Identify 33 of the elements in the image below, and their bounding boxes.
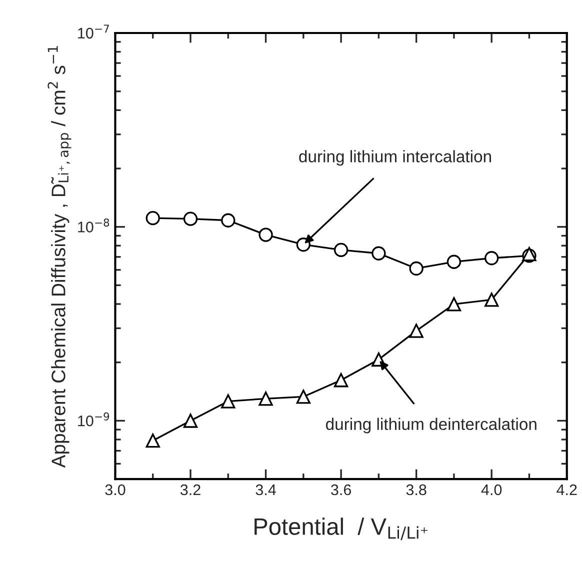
point bbox=[221, 213, 236, 228]
point bbox=[372, 246, 386, 260]
x-tick-label: 4.0 bbox=[481, 484, 502, 496]
x-tick-label: 3.0 bbox=[105, 484, 126, 496]
x-tick-label: 3.6 bbox=[331, 484, 351, 496]
point bbox=[446, 297, 462, 312]
point bbox=[484, 251, 499, 266]
point bbox=[446, 254, 462, 269]
y-tick-label: 10$^{−8}$ bbox=[78, 218, 110, 232]
point bbox=[334, 373, 348, 388]
x-tick-label: 4.2 bbox=[556, 484, 577, 496]
annotation: during lithium deintercalation bbox=[326, 418, 536, 434]
annotation: during lithium intercalation bbox=[299, 150, 491, 166]
x-tick-label: 3.2 bbox=[180, 484, 200, 496]
point bbox=[296, 390, 310, 404]
x-tick-label: 3.4 bbox=[256, 484, 276, 496]
point bbox=[409, 324, 424, 338]
x-axis-title: Potential / V$_{Li/Li⁺}$ bbox=[254, 518, 428, 540]
point bbox=[409, 261, 424, 276]
y-tick-label: 10$^{−9}$ bbox=[78, 412, 110, 426]
point bbox=[258, 392, 273, 406]
point bbox=[296, 238, 310, 252]
point bbox=[183, 212, 198, 226]
point bbox=[146, 211, 160, 226]
point bbox=[334, 242, 348, 258]
point bbox=[258, 228, 273, 242]
x-tick-label: 3.8 bbox=[406, 484, 426, 496]
point bbox=[484, 292, 499, 307]
point bbox=[221, 394, 236, 408]
y-axis-title: Apparent Chemical Diffusivity , D̃$_{Li⁺,app}$ / cm$^{2}$ s$^{−1}$ bbox=[48, 46, 72, 468]
y-tick-label: 10$^{−7}$ bbox=[78, 24, 109, 39]
point bbox=[183, 414, 198, 428]
point bbox=[146, 434, 160, 448]
